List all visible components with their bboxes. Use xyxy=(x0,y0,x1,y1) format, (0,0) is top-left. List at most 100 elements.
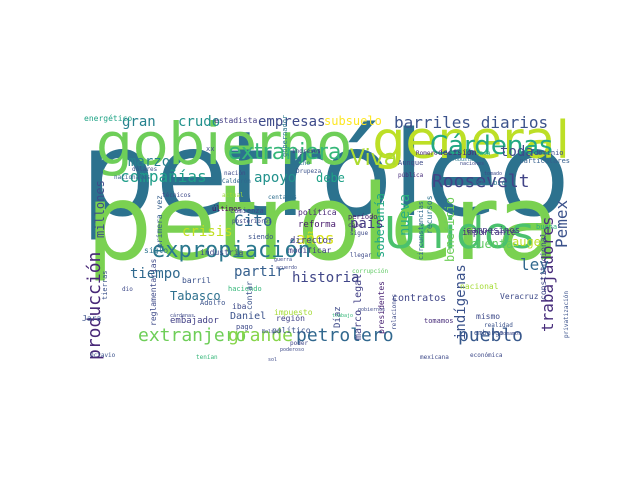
cloud-word: gran xyxy=(122,114,156,130)
cloud-word: reforma xyxy=(298,219,336,230)
cloud-word: llegar xyxy=(350,252,372,260)
cloud-word: sigue xyxy=(350,230,369,238)
cloud-word: gobierno xyxy=(96,110,352,178)
cloud-word: industria xyxy=(200,248,244,258)
cloud-word: tierras xyxy=(101,270,109,300)
cloud-word: Adolfo xyxy=(200,299,226,308)
cloud-word: barriles diarios xyxy=(394,113,549,132)
cloud-word: extranjera xyxy=(228,139,342,165)
cloud-word: decisión xyxy=(438,148,477,158)
cloud-word: petrolera xyxy=(86,161,561,284)
cloud-word: dicho xyxy=(292,160,311,168)
cloud-word: mismo xyxy=(476,312,501,322)
cloud-word: Calderón xyxy=(222,178,251,186)
cloud-word: económica xyxy=(470,352,503,360)
cloud-word: tenían xyxy=(196,354,218,362)
cloud-word: empresas xyxy=(258,114,326,130)
cloud-word: nacionales xyxy=(114,174,151,182)
cloud-word: política xyxy=(298,208,337,218)
cloud-word: Romero xyxy=(416,150,438,158)
cloud-word: auge xyxy=(512,235,541,250)
cloud-word: posteriores xyxy=(232,218,272,226)
cloud-word: impuesto xyxy=(274,308,313,318)
cloud-word: Cito xyxy=(234,210,273,230)
cloud-word: embajador xyxy=(170,315,219,326)
cloud-word: grande xyxy=(228,325,294,347)
cloud-word: general xyxy=(372,111,570,171)
cloud-word: buena xyxy=(536,223,558,232)
cloud-word: dio xyxy=(122,286,133,294)
cloud-word: compañías xyxy=(120,166,207,186)
cloud-word: Aunque xyxy=(398,159,424,168)
cloud-word: casa xyxy=(476,150,491,158)
cloud-word: región xyxy=(276,314,305,324)
cloud-word: guerra xyxy=(274,256,293,263)
cloud-word: Unidos xyxy=(384,207,535,259)
cloud-word: Octavio xyxy=(90,352,116,360)
cloud-word: corrupción xyxy=(352,268,389,276)
cloud-word: cabo xyxy=(348,222,363,230)
cloud-word: escribió xyxy=(472,179,506,188)
cloud-word: nacional xyxy=(460,282,499,292)
cloud-word: cárdenas xyxy=(170,312,195,319)
cloud-word: primera vez xyxy=(155,195,164,248)
cloud-word: campesinos xyxy=(466,225,521,236)
cloud-word: tiempo xyxy=(130,265,181,282)
cloud-word: Bolsón xyxy=(262,328,281,335)
word-cloud: petróleo petrolera gobierno general Unidos Cá… xyxy=(70,105,571,365)
cloud-word: reglamentarias xyxy=(149,258,158,326)
cloud-word: marzo xyxy=(128,153,171,170)
cloud-word: privatización xyxy=(563,291,570,338)
cloud-word: crudo xyxy=(178,114,221,130)
cloud-word: poderoso xyxy=(280,346,305,353)
cloud-word: pueblo xyxy=(458,325,524,347)
cloud-word: ingresos xyxy=(292,148,321,156)
cloud-word: años xyxy=(296,228,335,248)
cloud-word: realidad xyxy=(484,322,513,330)
cloud-word: Jara xyxy=(82,314,102,324)
cloud-word: pago xyxy=(236,323,253,332)
cloud-word: dominio xyxy=(534,149,564,158)
cloud-word: gobiernos xyxy=(358,306,386,313)
cloud-word: nación xyxy=(224,170,246,178)
cloud-word: contar xyxy=(245,281,254,310)
cloud-word: robustante xyxy=(452,156,483,163)
cloud-word: nueva xyxy=(397,193,413,236)
cloud-word: Tabasco xyxy=(170,289,221,304)
cloud-word: millones xyxy=(93,180,107,238)
cloud-word: técnicos xyxy=(162,192,191,200)
cloud-word: pública xyxy=(398,172,424,180)
cloud-word: partir xyxy=(234,263,285,280)
cloud-word: recursos xyxy=(425,195,434,234)
cloud-word: historia xyxy=(292,269,360,286)
cloud-word: gobernador xyxy=(281,115,289,158)
cloud-word: dólares xyxy=(132,166,158,174)
cloud-word: últimos xyxy=(212,205,242,214)
cloud-word: producción xyxy=(84,251,105,360)
cloud-word: subsuelo xyxy=(324,114,382,128)
cloud-word: constitucional xyxy=(539,232,548,300)
cloud-word: extranjero xyxy=(138,325,247,347)
cloud-word: haciendo xyxy=(228,285,262,294)
cloud-word: embargo xyxy=(474,329,504,338)
cloud-word: toda xyxy=(500,143,534,160)
cloud-word: crisis xyxy=(182,223,233,240)
cloud-word: ley xyxy=(520,254,549,274)
cloud-word: mexicana xyxy=(420,354,449,362)
cloud-word: actual xyxy=(222,192,244,200)
cloud-word: político xyxy=(272,326,311,336)
cloud-word: siendo xyxy=(248,233,274,242)
cloud-word: beneficio xyxy=(443,196,457,262)
cloud-word: petróleo xyxy=(80,105,570,243)
cloud-word: naciones xyxy=(460,160,485,167)
cloud-word: xx xyxy=(206,145,215,154)
cloud-word: energético xyxy=(84,114,133,124)
cloud-word: Viva xyxy=(350,145,398,171)
cloud-word: Roosevelt xyxy=(432,171,530,193)
cloud-word: contratos xyxy=(392,292,447,304)
cloud-word: tomamos xyxy=(500,330,522,337)
cloud-word: barril xyxy=(182,276,211,286)
cloud-word: país xyxy=(350,215,384,232)
cloud-word: relaciones xyxy=(391,293,398,330)
cloud-word: importante xyxy=(462,227,517,238)
